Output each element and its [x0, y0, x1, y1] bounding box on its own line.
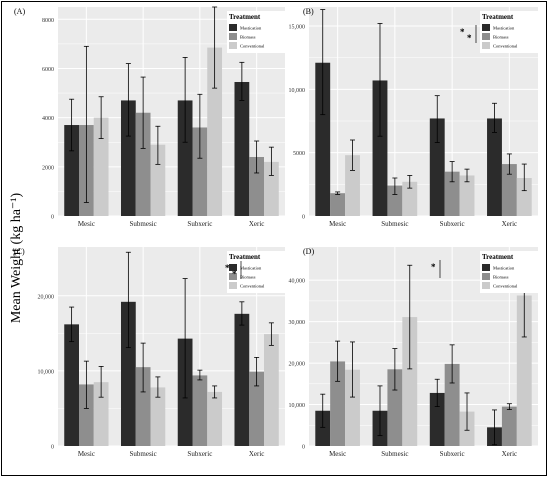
- y-axis-label: Mean Weight (kg ha⁻¹): [9, 193, 24, 324]
- y-axis-label-container: Mean Weight (kg ha⁻¹): [9, 193, 24, 324]
